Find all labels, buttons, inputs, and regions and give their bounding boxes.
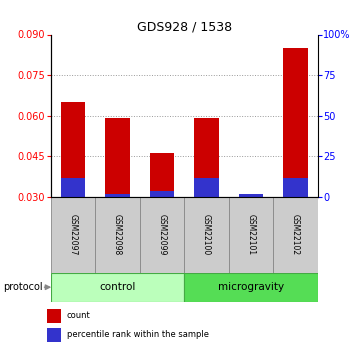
Bar [184, 273, 318, 302]
Bar [184, 197, 229, 273]
Text: microgravity: microgravity [218, 282, 284, 292]
Bar [239, 194, 263, 197]
Title: GDS928 / 1538: GDS928 / 1538 [136, 20, 232, 33]
Text: GSM22102: GSM22102 [291, 214, 300, 255]
Bar [283, 178, 308, 197]
Bar [283, 48, 308, 197]
Text: GSM22099: GSM22099 [157, 214, 166, 255]
Text: protocol: protocol [4, 282, 43, 292]
Bar [229, 197, 273, 273]
Bar [273, 197, 318, 273]
Bar [95, 197, 140, 273]
Text: percentile rank within the sample: percentile rank within the sample [67, 330, 209, 339]
Bar [51, 273, 184, 302]
Bar [105, 118, 130, 197]
Bar [239, 194, 263, 197]
Text: GSM22097: GSM22097 [68, 214, 77, 255]
Bar [51, 197, 95, 273]
Text: count: count [67, 311, 91, 320]
Bar [105, 194, 130, 197]
Text: GSM22100: GSM22100 [202, 214, 211, 255]
Bar [149, 191, 174, 197]
Bar [61, 178, 85, 197]
Bar [140, 197, 184, 273]
Text: control: control [99, 282, 135, 292]
Bar [61, 102, 85, 197]
Text: GSM22101: GSM22101 [247, 214, 255, 255]
Bar [194, 178, 219, 197]
Text: GSM22098: GSM22098 [113, 214, 122, 255]
Bar [194, 118, 219, 197]
Bar [149, 154, 174, 197]
